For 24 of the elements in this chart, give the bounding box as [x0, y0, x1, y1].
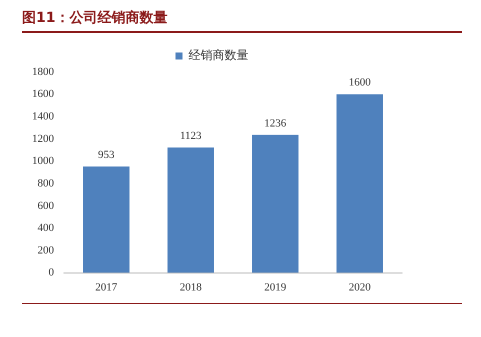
y-tick-label: 1400: [32, 110, 54, 123]
y-tick-label: 0: [48, 266, 54, 279]
data-label: 1600: [348, 76, 372, 89]
data-label: 953: [98, 148, 115, 161]
bar: [336, 94, 383, 273]
y-tick-label: 600: [38, 200, 54, 212]
y-tick-label: 200: [38, 244, 54, 256]
data-label: 1236: [264, 117, 287, 130]
data-label: 1123: [180, 130, 202, 142]
bar: [83, 166, 130, 273]
bar: [168, 148, 214, 273]
y-tick-label: 1800: [32, 66, 54, 78]
x-tick-label: 2019: [264, 281, 287, 294]
y-tick-label: 800: [38, 177, 54, 190]
y-tick-label: 400: [38, 222, 54, 234]
legend-label: 经销商数量: [188, 48, 248, 62]
x-tick-label: 2017: [95, 281, 118, 294]
y-tick-label: 1200: [32, 132, 54, 145]
y-tick-label: 1600: [32, 88, 54, 100]
y-tick-label: 1000: [32, 155, 54, 168]
x-tick-label: 2020: [348, 281, 372, 294]
chart-title: 图11：公司经销商数量: [22, 9, 168, 27]
x-tick-label: 2018: [180, 281, 202, 294]
bar: [252, 134, 298, 273]
